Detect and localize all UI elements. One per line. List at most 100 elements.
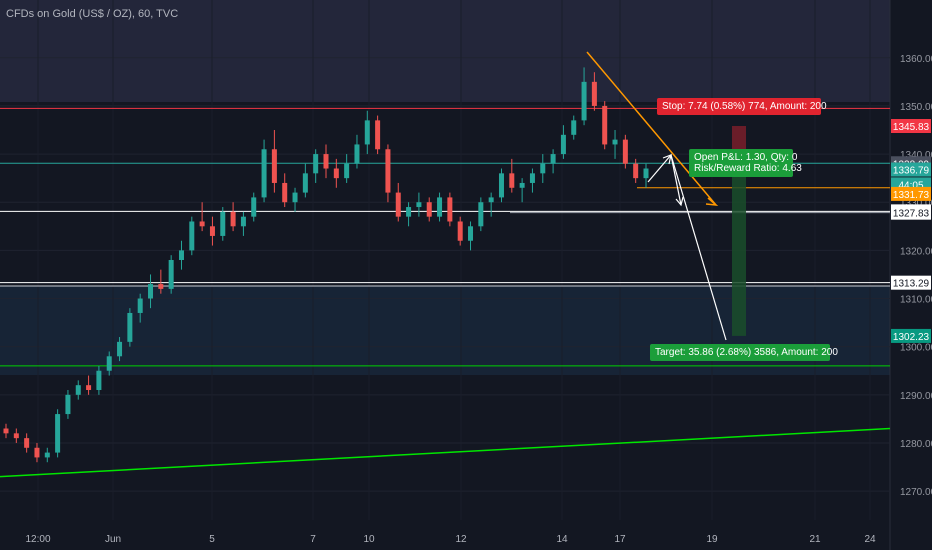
candle-body [571, 120, 577, 135]
candle-body [478, 202, 484, 227]
x-tick-label: 21 [809, 534, 821, 545]
candle-body [168, 260, 174, 289]
target-label-box [650, 344, 830, 361]
upper-zone-shade [0, 0, 890, 102]
x-tick-label: 10 [363, 534, 375, 545]
lower-zone-shade [0, 286, 890, 375]
candle-body [612, 139, 618, 145]
projection-path[interactable] [647, 153, 682, 206]
candle-body [581, 81, 587, 121]
candle-body [406, 207, 412, 217]
candle-body [591, 81, 597, 106]
candle-body [220, 211, 226, 236]
x-tick-label: 19 [706, 534, 718, 545]
x-tick-label: 5 [209, 534, 215, 545]
y-tick-label: 1350.00 [900, 102, 932, 113]
candle-body [344, 163, 350, 179]
candle-body [178, 250, 184, 260]
price-label: 1313.29 [893, 279, 930, 290]
x-tick-label: 7 [310, 534, 316, 545]
candle-body [117, 341, 123, 357]
candle-body [560, 134, 566, 155]
candle-body [447, 197, 453, 222]
price-label: 1302.23 [893, 332, 930, 343]
candle-body [550, 154, 556, 164]
trend-line[interactable] [0, 427, 891, 478]
candle-body [24, 438, 30, 448]
stop-label-text: Stop: 7.74 (0.58%) 774, Amount: 200 [662, 101, 827, 112]
candle-body [13, 433, 19, 439]
candle-body [282, 182, 288, 203]
x-tick-label: 24 [864, 534, 876, 545]
arrow-head [705, 197, 719, 206]
price-label-box [891, 162, 931, 177]
candle-body [375, 120, 381, 150]
candle-body [509, 173, 515, 188]
candle-body [137, 298, 143, 313]
candle-body [519, 182, 525, 188]
candle-body [240, 216, 246, 227]
price-label: 1331.73 [893, 190, 930, 201]
downtrend-line[interactable] [586, 51, 717, 206]
candle-body [385, 149, 391, 193]
candle-body [643, 168, 649, 179]
candle-body [622, 139, 628, 164]
candle-body [189, 221, 195, 251]
candle-body [86, 385, 92, 390]
candle-body [230, 211, 236, 227]
arrow-head [675, 196, 684, 207]
price-label: 1345.83 [893, 122, 930, 133]
y-tick-label: 1320.00 [900, 246, 932, 257]
candle-body [323, 154, 329, 169]
candle-body [3, 428, 9, 434]
candle-body [529, 173, 535, 183]
price-label-box [891, 186, 931, 201]
price-label-box [891, 119, 931, 134]
stop-label-box [657, 98, 821, 115]
x-tick-label: 14 [556, 534, 568, 545]
candle-body [498, 173, 504, 198]
pnl-label-text: Risk/Reward Ratio: 4.63 [694, 163, 802, 174]
pnl-label-box [689, 149, 793, 177]
projection-path[interactable] [670, 154, 727, 341]
target-label-text: Target: 35.86 (2.68%) 3586, Amount: 200 [655, 347, 838, 358]
price-label: 44:05 [898, 180, 923, 191]
y-tick-label: 1270.00 [900, 487, 932, 498]
price-label-box [891, 328, 931, 343]
chart-title: CFDs on Gold (US$ / OZ), 60, TVC [6, 8, 179, 20]
x-tick-label: Jun [105, 534, 121, 545]
candle-body [488, 197, 494, 203]
candle-body [271, 149, 277, 183]
candle-body [251, 197, 257, 217]
candle-body [209, 226, 215, 236]
price-label-box [891, 205, 931, 220]
candle-body [602, 105, 608, 145]
candle-body [75, 385, 81, 395]
candle-body [364, 120, 370, 145]
target-zone[interactable] [732, 169, 746, 336]
x-tick-label: 17 [614, 534, 626, 545]
candle-body [44, 452, 50, 458]
y-tick-label: 1340.00 [900, 150, 932, 161]
candle-body [199, 221, 205, 227]
candle-body [540, 163, 546, 174]
y-tick-label: 1310.00 [900, 295, 932, 306]
price-label: 1327.83 [893, 209, 930, 220]
candle-body [633, 163, 639, 179]
x-tick-label: 12 [455, 534, 467, 545]
candle-body [127, 312, 133, 342]
candle-body [96, 370, 102, 390]
candle-body [313, 154, 319, 174]
axis-background [890, 0, 932, 550]
candle-body [468, 226, 474, 241]
y-tick-label: 1300.00 [900, 343, 932, 354]
candle-body [34, 447, 40, 458]
candle-body [457, 221, 463, 241]
candle-body [65, 394, 71, 415]
arrow-head [662, 154, 672, 165]
candle-body [416, 202, 422, 208]
candle-body [354, 144, 360, 164]
candle-body [292, 192, 298, 203]
x-tick-label: 12:00 [25, 534, 50, 545]
